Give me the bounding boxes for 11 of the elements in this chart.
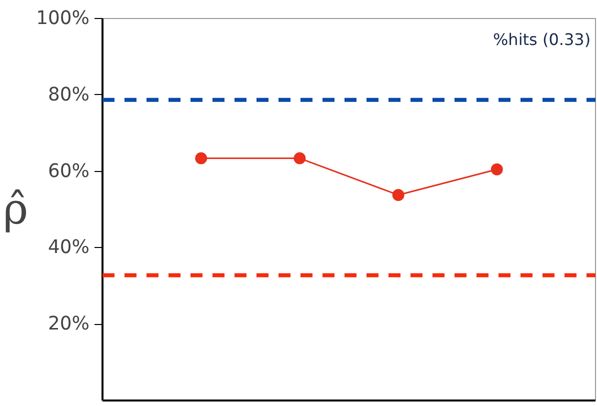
y-tick-label: 20% (48, 314, 90, 335)
y-tick-label: 60% (48, 160, 90, 182)
y-tick-label: 100% (36, 8, 90, 29)
point (195, 152, 208, 164)
y-tick-label: 40% (48, 237, 90, 258)
point (294, 152, 306, 164)
y-tick-label: 80% (48, 84, 90, 106)
y-axis-title: ρ̂ (3, 184, 28, 234)
annotation: %hits (0.33) (492, 30, 591, 49)
point (490, 163, 503, 176)
point (392, 188, 404, 201)
